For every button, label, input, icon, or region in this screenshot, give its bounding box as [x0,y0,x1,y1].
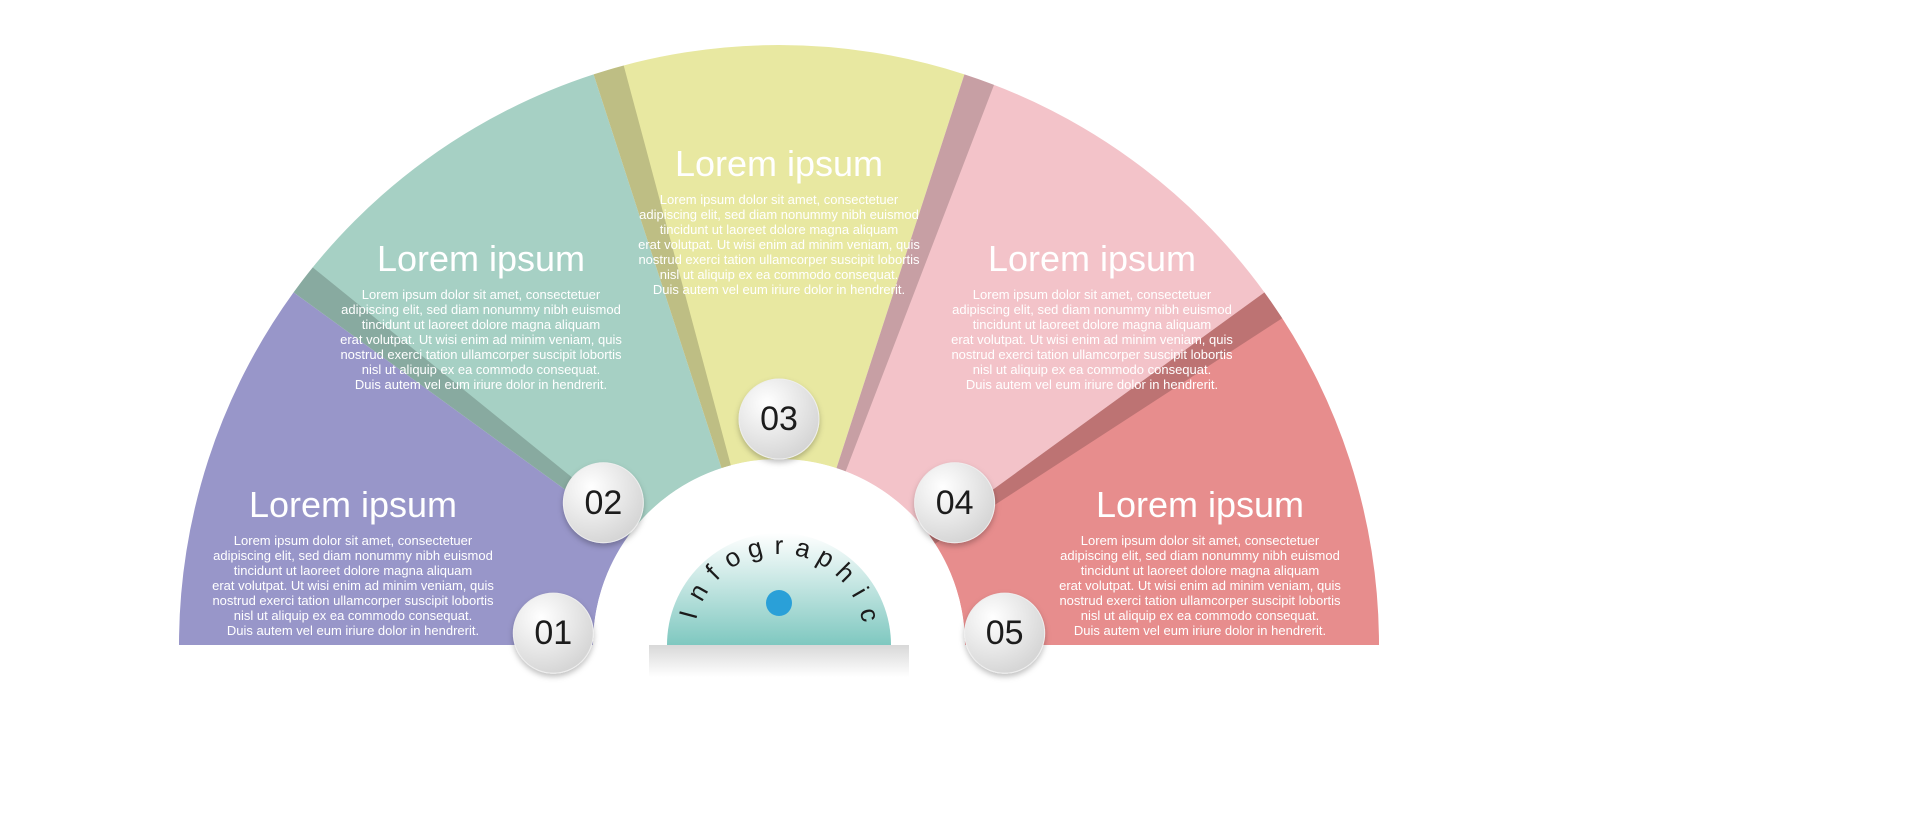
segment-02-body-line: nisl ut aliquip ex ea commodo consequat. [362,362,600,377]
segment-02-body-line: Lorem ipsum dolor sit amet, consectetuer [362,287,601,302]
badge-05: 05 [965,593,1045,673]
center-label-letter: r [775,530,784,560]
segment-04-body-line: tincidunt ut laoreet dolore magna aliqua… [973,317,1211,332]
segment-03-body-line: erat volutpat. Ut wisi enim ad minim ven… [638,237,920,252]
segment-05-body-line: Duis autem vel eum iriure dolor in hendr… [1074,623,1326,638]
center-dome-shadow [649,645,909,677]
segment-01-title: Lorem ipsum [249,484,457,525]
segment-03-body-line: tincidunt ut laoreet dolore magna aliqua… [660,222,898,237]
segment-04-body-line: erat volutpat. Ut wisi enim ad minim ven… [951,332,1233,347]
segment-03-body: Lorem ipsum dolor sit amet, consectetuer… [638,192,920,297]
segment-04-body-line: Duis autem vel eum iriure dolor in hendr… [966,377,1218,392]
segment-01-body-line: nisl ut aliquip ex ea commodo consequat. [234,608,472,623]
badge-05-number: 05 [986,614,1024,652]
badge-03: 03 [739,379,819,459]
segment-05-title: Lorem ipsum [1096,484,1304,525]
badge-01-number: 01 [534,614,572,652]
segment-04-body-line: adipiscing elit, sed diam nonummy nibh e… [952,302,1232,317]
infographic-stage: Infographic Lorem ipsumLorem ipsum dolor… [0,0,1920,823]
segment-02-body-line: tincidunt ut laoreet dolore magna aliqua… [362,317,600,332]
segment-05-body-line: erat volutpat. Ut wisi enim ad minim ven… [1059,578,1341,593]
segment-03-body-line: Duis autem vel eum iriure dolor in hendr… [653,282,905,297]
segment-01-body-line: nostrud exerci tation ullamcorper suscip… [212,593,494,608]
segment-02-body-line: adipiscing elit, sed diam nonummy nibh e… [341,302,621,317]
segment-04-body: Lorem ipsum dolor sit amet, consectetuer… [951,287,1233,392]
segment-04-title: Lorem ipsum [988,238,1196,279]
segment-04-body-line: nostrud exerci tation ullamcorper suscip… [951,347,1233,362]
segment-05-body-line: nisl ut aliquip ex ea commodo consequat. [1081,608,1319,623]
segment-01-body-line: tincidunt ut laoreet dolore magna aliqua… [234,563,472,578]
infographic-svg: Infographic Lorem ipsumLorem ipsum dolor… [0,0,1920,823]
segment-01-body-line: Duis autem vel eum iriure dolor in hendr… [227,623,479,638]
segment-04-body-line: nisl ut aliquip ex ea commodo consequat. [973,362,1211,377]
segment-02-title: Lorem ipsum [377,238,585,279]
badge-02-number: 02 [584,484,622,522]
segment-05-body: Lorem ipsum dolor sit amet, consectetuer… [1059,533,1341,638]
segment-02-body: Lorem ipsum dolor sit amet, consectetuer… [340,287,622,392]
segment-05-body-line: tincidunt ut laoreet dolore magna aliqua… [1081,563,1319,578]
center-dot-icon [766,590,792,616]
segment-05-body-line: adipiscing elit, sed diam nonummy nibh e… [1060,548,1340,563]
segment-03-title: Lorem ipsum [675,143,883,184]
segment-03-body-line: nostrud exerci tation ullamcorper suscip… [638,252,920,267]
segment-03-body-line: Lorem ipsum dolor sit amet, consectetuer [660,192,899,207]
badge-04-number: 04 [936,484,974,522]
badge-03-number: 03 [760,400,798,438]
segment-04-body-line: Lorem ipsum dolor sit amet, consectetuer [973,287,1212,302]
segment-01-body-line: Lorem ipsum dolor sit amet, consectetuer [234,533,473,548]
segment-02-body-line: nostrud exerci tation ullamcorper suscip… [340,347,622,362]
segment-03-body-line: nisl ut aliquip ex ea commodo consequat. [660,267,898,282]
badge-04: 04 [915,463,995,543]
segment-01-body-line: adipiscing elit, sed diam nonummy nibh e… [213,548,493,563]
segment-05-body-line: Lorem ipsum dolor sit amet, consectetuer [1081,533,1320,548]
segment-02-body-line: erat volutpat. Ut wisi enim ad minim ven… [340,332,622,347]
badge-01: 01 [513,593,593,673]
segment-05-body-line: nostrud exerci tation ullamcorper suscip… [1059,593,1341,608]
badge-02: 02 [563,463,643,543]
segment-03-body-line: adipiscing elit, sed diam nonummy nibh e… [639,207,919,222]
segment-01-body: Lorem ipsum dolor sit amet, consectetuer… [212,533,494,638]
segment-02-body-line: Duis autem vel eum iriure dolor in hendr… [355,377,607,392]
segment-01-body-line: erat volutpat. Ut wisi enim ad minim ven… [212,578,494,593]
